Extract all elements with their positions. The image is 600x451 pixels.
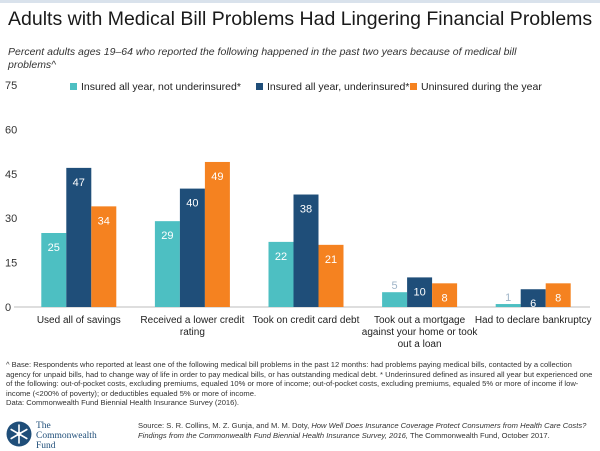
data-label: 22 xyxy=(275,251,287,263)
data-label: 38 xyxy=(300,204,312,216)
data-label: 49 xyxy=(211,171,223,183)
source-suffix: The Commonwealth Fund, October 2017. xyxy=(408,430,550,440)
category-label: Had to declare bankruptcy xyxy=(475,315,592,326)
bar xyxy=(154,221,180,307)
category-label: Received a lower credit xyxy=(140,315,244,326)
data-label: 5 xyxy=(392,280,398,292)
logo-line-3: Fund xyxy=(36,441,56,451)
y-tick-label: 30 xyxy=(5,213,17,225)
data-label: 6 xyxy=(530,298,536,310)
source-prefix: Source: S. R. Collins, M. Z. Gunja, and … xyxy=(138,421,312,430)
source-citation: Source: S. R. Collins, M. Z. Gunja, and … xyxy=(138,421,598,440)
category-label: out a loan xyxy=(398,339,442,350)
bar xyxy=(545,283,571,307)
chart-subtitle: Percent adults ages 19–64 who reported t… xyxy=(8,46,517,71)
legend-label: Insured all year, not underinsured* xyxy=(81,81,241,93)
bar xyxy=(41,233,67,307)
footnote: ^ Base: Respondents who reported at leas… xyxy=(6,360,596,408)
category-label: against your home or took xyxy=(362,327,479,338)
snowflake-icon xyxy=(6,421,32,447)
data-label: 10 xyxy=(413,286,425,298)
bar xyxy=(382,292,408,307)
top-accent-bar xyxy=(0,0,600,3)
data-label: 8 xyxy=(442,292,448,304)
chart-title: Adults with Medical Bill Problems Had Li… xyxy=(8,8,593,30)
y-tick-label: 15 xyxy=(5,258,17,270)
data-label: 8 xyxy=(555,292,561,304)
y-tick-label: 0 xyxy=(5,302,11,314)
y-tick-label: 45 xyxy=(5,169,17,181)
legend-label: Uninsured during the year xyxy=(421,81,542,93)
legend-swatch xyxy=(256,83,263,90)
bar xyxy=(204,161,230,307)
bar xyxy=(407,277,433,307)
bar xyxy=(495,304,521,307)
bar xyxy=(520,289,546,307)
bar xyxy=(268,241,294,307)
source-title: How Well Does Insurance Coverage Protect… xyxy=(138,421,587,440)
footnote-base: ^ Base: Respondents who reported at leas… xyxy=(6,360,593,398)
bar xyxy=(293,194,319,307)
bar xyxy=(318,244,344,307)
footnote-data-source: Data: Commonwealth Fund Biennial Health … xyxy=(6,398,239,408)
legend-swatch xyxy=(410,83,417,90)
commonwealth-fund-logo: The Commonwealth Fund xyxy=(6,420,116,451)
legend-label: Insured all year, underinsured* xyxy=(267,81,409,93)
bar xyxy=(91,206,117,307)
data-label: 34 xyxy=(98,215,110,227)
bar xyxy=(66,167,92,307)
data-label: 29 xyxy=(161,230,173,242)
y-tick-label: 60 xyxy=(5,124,17,136)
data-label: 47 xyxy=(73,177,85,189)
category-label: rating xyxy=(180,327,205,338)
data-label: 25 xyxy=(48,242,60,254)
y-tick-label: 75 xyxy=(5,80,17,92)
data-label: 21 xyxy=(325,254,337,266)
logo-line-1: The xyxy=(36,421,51,431)
category-label: Took on credit card debt xyxy=(253,315,360,326)
category-label: Took out a mortgage xyxy=(374,315,466,326)
bar xyxy=(179,188,205,307)
data-label: 40 xyxy=(186,198,198,210)
legend-swatch xyxy=(70,83,77,90)
data-label: 1 xyxy=(505,292,511,304)
logo-line-2: Commonwealth xyxy=(36,431,97,441)
category-label: Used all of savings xyxy=(37,315,121,326)
bar xyxy=(432,283,458,307)
